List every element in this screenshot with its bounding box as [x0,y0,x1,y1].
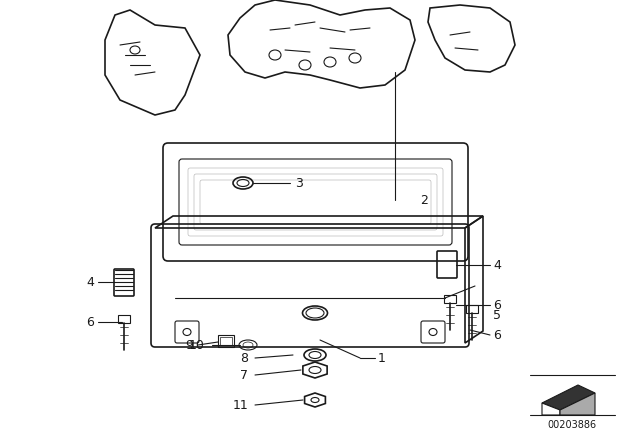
Text: 6: 6 [86,315,94,328]
Text: 6: 6 [493,298,501,311]
Text: 4: 4 [493,258,501,271]
Text: 9: 9 [185,339,193,352]
Text: 00203886: 00203886 [547,420,596,430]
Text: 2: 2 [420,194,428,207]
Polygon shape [542,403,560,415]
Text: 10: 10 [189,339,205,352]
Text: 8: 8 [240,352,248,365]
Text: 1: 1 [378,352,386,365]
Bar [218,335,234,347]
Text: 3: 3 [295,177,303,190]
Text: 11: 11 [232,399,248,412]
Bar [220,337,232,345]
Polygon shape [542,385,595,410]
Text: 5: 5 [493,309,501,322]
Text: 4: 4 [86,276,94,289]
Text: 7: 7 [240,369,248,382]
Polygon shape [560,393,595,415]
Text: 6: 6 [493,328,501,341]
Bar [118,315,130,323]
Bar [466,305,478,313]
Bar [444,295,456,303]
